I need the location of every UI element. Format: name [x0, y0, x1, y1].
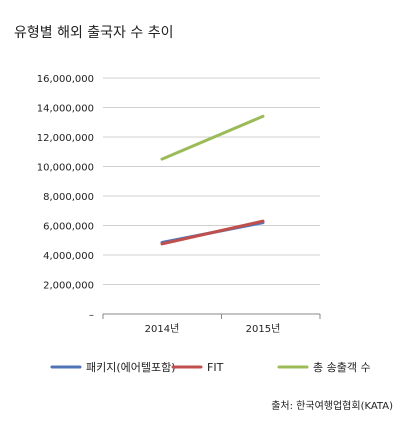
- legend-label: 총 송출객 수: [313, 361, 371, 374]
- x-tick-labels: 2014년 2015년: [145, 323, 281, 335]
- y-tick-label: 10,000,000: [37, 163, 94, 174]
- legend-label: 패키지(에어텔포함): [86, 361, 176, 374]
- series-lines: [160, 114, 265, 246]
- y-tick-label: 14,000,000: [37, 104, 94, 115]
- series-line: [160, 219, 265, 246]
- y-tick-label: –: [89, 310, 94, 321]
- series-line: [160, 114, 265, 161]
- gridlines: [103, 77, 320, 285]
- y-tick-label: 4,000,000: [43, 251, 94, 262]
- source-note: 출처: 한국여행업협회(KATA): [271, 401, 393, 412]
- legend: 패키지(에어텔포함) FIT 총 송출객 수: [50, 361, 371, 374]
- y-tick-label: 2,000,000: [43, 281, 94, 292]
- y-tick-label: 8,000,000: [43, 192, 94, 203]
- chart-title: 유형별 해외 출국자 수 추이: [14, 25, 174, 41]
- legend-label: FIT: [207, 361, 224, 374]
- x-tick-label: 2015년: [246, 323, 281, 335]
- x-tick-label: 2014년: [145, 323, 180, 335]
- y-tick-label: 12,000,000: [37, 133, 94, 144]
- y-tick-label: 16,000,000: [37, 74, 94, 85]
- y-tick-label: 6,000,000: [43, 222, 94, 233]
- axes: [102, 313, 321, 319]
- y-tick-labels: – 2,000,000 4,000,000 6,000,000 8,000,000 10,…: [37, 74, 94, 321]
